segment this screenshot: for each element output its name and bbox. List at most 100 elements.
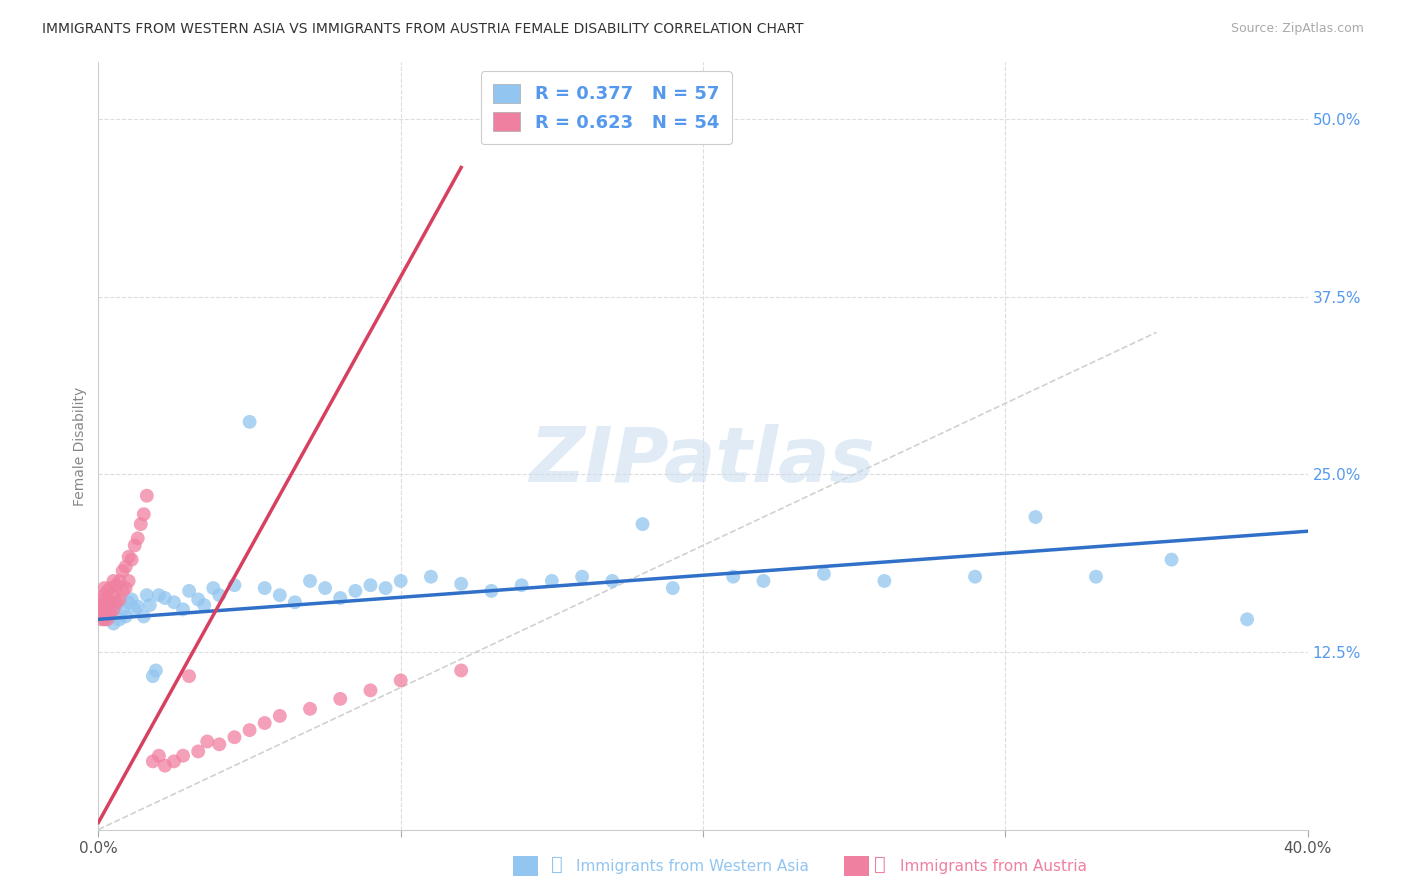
Point bbox=[93, 588, 115, 602]
Point bbox=[813, 566, 835, 581]
Point bbox=[187, 744, 209, 758]
Point bbox=[121, 592, 143, 607]
Point bbox=[179, 669, 201, 683]
Point bbox=[105, 578, 128, 592]
Point bbox=[344, 583, 367, 598]
Point bbox=[179, 583, 201, 598]
Point bbox=[100, 595, 122, 609]
Point bbox=[127, 599, 149, 614]
Text: ⬜: ⬜ bbox=[551, 855, 562, 874]
Point bbox=[752, 574, 775, 588]
Point bbox=[195, 734, 218, 748]
Point bbox=[96, 583, 118, 598]
Point bbox=[269, 709, 291, 723]
Point bbox=[329, 691, 352, 706]
Point bbox=[96, 612, 118, 626]
Point bbox=[172, 602, 194, 616]
Point bbox=[1085, 570, 1108, 584]
Point bbox=[723, 570, 745, 584]
Point bbox=[253, 716, 276, 731]
Point bbox=[965, 570, 987, 584]
Point bbox=[481, 583, 503, 598]
Point bbox=[93, 581, 115, 595]
Point bbox=[90, 602, 112, 616]
Point bbox=[142, 755, 165, 769]
Point bbox=[124, 602, 146, 616]
Point bbox=[111, 602, 134, 616]
Point bbox=[148, 748, 170, 763]
Point bbox=[100, 607, 122, 621]
Point bbox=[172, 748, 194, 763]
Legend: R = 0.377   N = 57, R = 0.623   N = 54: R = 0.377 N = 57, R = 0.623 N = 54 bbox=[481, 71, 733, 145]
Point bbox=[540, 574, 562, 588]
Point bbox=[631, 517, 654, 532]
Point bbox=[1236, 612, 1258, 626]
Point bbox=[111, 583, 134, 598]
Point bbox=[510, 578, 533, 592]
Point bbox=[571, 570, 593, 584]
Point bbox=[450, 576, 472, 591]
Point bbox=[90, 607, 112, 621]
Point bbox=[139, 598, 162, 612]
Point bbox=[202, 581, 225, 595]
Point bbox=[96, 609, 118, 624]
Point bbox=[118, 574, 141, 588]
Point bbox=[114, 581, 136, 595]
Point bbox=[135, 489, 157, 503]
Point bbox=[103, 574, 125, 588]
Point bbox=[108, 574, 131, 588]
Point bbox=[111, 564, 134, 578]
Point bbox=[314, 581, 336, 595]
Point bbox=[132, 609, 155, 624]
Point bbox=[124, 538, 146, 552]
Point bbox=[142, 669, 165, 683]
Point bbox=[224, 578, 246, 592]
Point bbox=[96, 592, 118, 607]
Point bbox=[1160, 552, 1182, 566]
Point bbox=[873, 574, 896, 588]
Point bbox=[163, 595, 186, 609]
Point bbox=[299, 574, 322, 588]
Point bbox=[118, 595, 141, 609]
Text: Immigrants from Austria: Immigrants from Austria bbox=[900, 859, 1087, 874]
Point bbox=[208, 737, 231, 751]
Point bbox=[108, 592, 131, 607]
Text: Immigrants from Western Asia: Immigrants from Western Asia bbox=[576, 859, 810, 874]
Point bbox=[239, 415, 262, 429]
Point bbox=[96, 602, 118, 616]
Point bbox=[105, 595, 128, 609]
Point bbox=[103, 616, 125, 631]
Point bbox=[103, 602, 125, 616]
Point bbox=[253, 581, 276, 595]
Point bbox=[90, 592, 112, 607]
Point bbox=[105, 598, 128, 612]
Point bbox=[90, 598, 112, 612]
Point bbox=[90, 612, 112, 626]
Point bbox=[148, 588, 170, 602]
Point bbox=[360, 578, 382, 592]
Point bbox=[389, 574, 412, 588]
Point bbox=[1024, 510, 1046, 524]
Point bbox=[208, 588, 231, 602]
Point bbox=[100, 607, 122, 621]
Point bbox=[420, 570, 443, 584]
Point bbox=[90, 602, 112, 616]
Point bbox=[93, 598, 115, 612]
Point bbox=[224, 730, 246, 744]
Point bbox=[329, 591, 352, 605]
Point bbox=[127, 532, 149, 546]
Y-axis label: Female Disability: Female Disability bbox=[73, 386, 87, 506]
Point bbox=[132, 507, 155, 521]
Point bbox=[187, 592, 209, 607]
Point bbox=[100, 581, 122, 595]
Point bbox=[450, 664, 472, 678]
Point bbox=[135, 588, 157, 602]
Point bbox=[239, 723, 262, 738]
Point bbox=[284, 595, 307, 609]
Point bbox=[374, 581, 396, 595]
Text: IMMIGRANTS FROM WESTERN ASIA VS IMMIGRANTS FROM AUSTRIA FEMALE DISABILITY CORREL: IMMIGRANTS FROM WESTERN ASIA VS IMMIGRAN… bbox=[42, 22, 804, 37]
Point bbox=[103, 588, 125, 602]
Point bbox=[118, 549, 141, 564]
Text: ⬜: ⬜ bbox=[875, 855, 886, 874]
Point bbox=[602, 574, 624, 588]
